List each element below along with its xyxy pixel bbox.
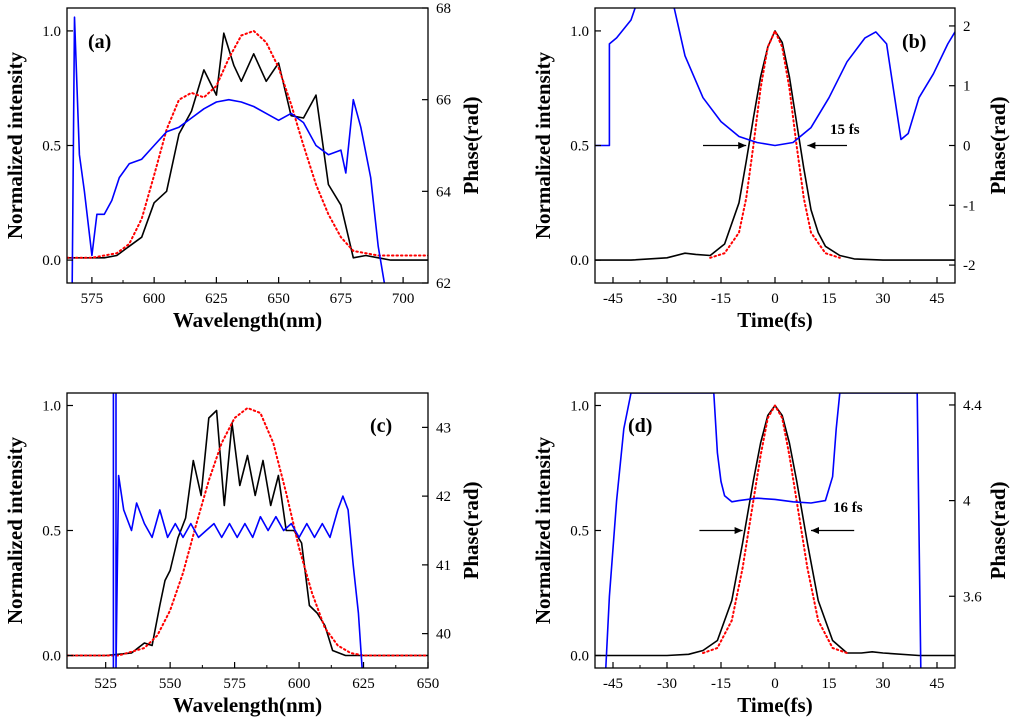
y-tick-label: 1.0 <box>42 399 61 415</box>
fwhm-arrowhead-right <box>811 527 819 534</box>
series-line-temporal-phase <box>595 8 955 147</box>
y2-tick-label: 1 <box>963 79 971 95</box>
y2-axis-title: Phase(rad) <box>986 482 1010 580</box>
x-tick-label: 700 <box>392 291 415 307</box>
panel-label: (c) <box>370 415 392 437</box>
series-line-phase <box>112 393 363 668</box>
fwhm-arrowhead-left <box>738 142 747 149</box>
x-tick-label: 600 <box>143 291 166 307</box>
panel-label: (a) <box>88 31 111 53</box>
series-line-phase <box>71 16 386 283</box>
x-tick-label: 675 <box>330 291 353 307</box>
fwhm-arrowhead-left <box>734 527 743 534</box>
x-tick-label: 0 <box>771 291 779 307</box>
y2-tick-label: 68 <box>436 1 451 17</box>
y-tick-label: 1.0 <box>42 24 61 40</box>
x-tick-label: -15 <box>711 676 731 692</box>
panel-a: 575 600 625 650 675 700 0.0 0.5 1.0 62 64 66 68 Wavel… <box>3 1 483 332</box>
y2-tick-label: 42 <box>436 489 451 505</box>
x-tick-label: 45 <box>930 291 945 307</box>
x-tick-label: 15 <box>822 291 837 307</box>
fwhm-label: 16 fs <box>833 500 863 516</box>
x-axis-title: Time(fs) <box>737 693 812 717</box>
y2-tick-label: 43 <box>436 420 451 436</box>
x-tick-label: 45 <box>930 676 945 692</box>
x-tick-label: 575 <box>81 291 104 307</box>
y2-tick-label: 2 <box>963 19 971 35</box>
x-tick-label: -45 <box>603 676 623 692</box>
series-line-temporal-phase <box>605 393 922 668</box>
x-tick-label: 15 <box>822 676 837 692</box>
x-tick-label: 0 <box>771 676 779 692</box>
y2-tick-label: 66 <box>436 93 452 109</box>
x-tick-label: 550 <box>159 676 182 692</box>
x-tick-label: 650 <box>417 676 440 692</box>
plot-area <box>67 16 428 283</box>
x-tick-label: -15 <box>711 291 731 307</box>
y2-tick-label: -2 <box>963 258 976 274</box>
y-tick-label: 0.5 <box>570 524 589 540</box>
x-tick-label: 30 <box>876 291 891 307</box>
y2-tick-label: 3.6 <box>963 589 982 605</box>
plot-frame <box>66 7 429 284</box>
y-tick-label: 0.0 <box>42 253 61 269</box>
y2-tick-label: 4.4 <box>963 398 982 414</box>
y2-axis-title: Phase(rad) <box>459 482 483 580</box>
x-tick-label: 625 <box>205 291 228 307</box>
series-line-fit-intensity <box>67 29 428 259</box>
x-axis-title: Wavelength(nm) <box>173 693 322 717</box>
series-line-measured-intensity <box>67 32 428 261</box>
x-axis-title: Time(fs) <box>737 308 812 332</box>
series-line-measured-pulse <box>595 30 955 261</box>
plot-area <box>595 8 955 261</box>
series-line-transform-limited-pulse <box>709 29 841 259</box>
y-axis-title: Normalized intensity <box>531 51 555 239</box>
panel-label: (b) <box>902 31 926 53</box>
x-axis-title: Wavelength(nm) <box>173 308 322 332</box>
panel-b: -45 -30 -15 0 15 30 45 0.0 0.5 1.0 -2 -1 0 1 2 Time(fs)… <box>531 7 1010 332</box>
series-line-transform-limited-pulse <box>702 404 848 654</box>
y2-tick-label: 0 <box>963 139 971 155</box>
y2-tick-label: 64 <box>436 184 452 200</box>
panel-c: 525 550 575 600 625 650 0.0 0.5 1.0 40 41 42 43 Wavel… <box>3 392 483 717</box>
x-tick-label: -45 <box>603 291 623 307</box>
y-axis-title: Normalized intensity <box>3 436 27 624</box>
series-line-measured-pulse <box>595 404 955 657</box>
y2-axis-title: Phase(rad) <box>986 97 1010 195</box>
plot-area <box>595 393 955 668</box>
y-tick-label: 0.0 <box>570 649 589 665</box>
x-tick-label: 525 <box>94 676 117 692</box>
y-axis-title: Normalized intensity <box>531 436 555 624</box>
series-line-measured-intensity <box>67 409 428 657</box>
y-axis-title: Normalized intensity <box>3 51 27 239</box>
fwhm-label: 15 fs <box>830 122 860 138</box>
y2-tick-label: 62 <box>436 276 451 292</box>
y-tick-label: 0.5 <box>570 139 589 155</box>
x-tick-label: -30 <box>657 676 677 692</box>
y-tick-label: 1.0 <box>570 399 589 415</box>
series-line-fit-intensity <box>67 407 428 657</box>
y2-tick-label: 4 <box>963 494 971 510</box>
y-tick-label: 0.0 <box>570 253 589 269</box>
fwhm-arrowhead-right <box>807 142 816 149</box>
x-tick-label: 650 <box>267 291 290 307</box>
y-tick-label: 0.5 <box>42 139 61 155</box>
x-tick-label: 625 <box>352 676 375 692</box>
y2-tick-label: -1 <box>963 198 976 214</box>
y-tick-label: 0.5 <box>42 524 61 540</box>
x-tick-label: -30 <box>657 291 677 307</box>
x-tick-label: 600 <box>288 676 311 692</box>
y-tick-label: 1.0 <box>570 24 589 40</box>
panel-label: (d) <box>628 415 652 437</box>
panel-d: -45 -30 -15 0 15 30 45 0.0 0.5 1.0 3.6 4 4.4 Time(fs)… <box>531 392 1010 717</box>
y2-tick-label: 41 <box>436 558 451 574</box>
x-tick-label: 30 <box>876 676 891 692</box>
y2-tick-label: 40 <box>436 627 451 643</box>
plot-area <box>67 393 428 668</box>
x-tick-label: 575 <box>223 676 246 692</box>
y2-axis-title: Phase(rad) <box>459 97 483 195</box>
y-tick-label: 0.0 <box>42 649 61 665</box>
